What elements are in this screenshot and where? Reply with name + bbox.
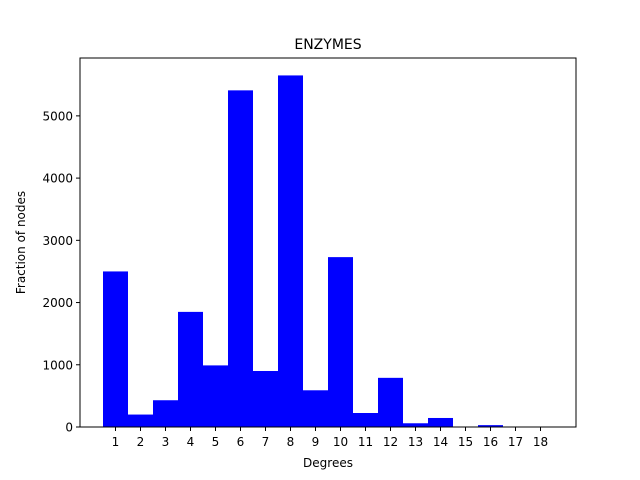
bar-6: [228, 90, 253, 427]
bar-2: [128, 414, 153, 427]
x-tick-label: 13: [408, 435, 423, 449]
bar-13: [403, 423, 428, 427]
chart-title: ENZYMES: [294, 37, 361, 53]
x-tick-label: 8: [287, 435, 295, 449]
x-tick-label: 12: [383, 435, 398, 449]
bar-11: [353, 412, 378, 427]
bar-14: [428, 417, 453, 427]
bar-5: [203, 365, 228, 427]
bar-8: [278, 75, 303, 427]
bar-10: [328, 257, 353, 427]
bars-group: [103, 75, 503, 427]
x-tick-label: 17: [508, 435, 523, 449]
y-tick-label: 1000: [42, 358, 73, 372]
y-tick-label: 5000: [42, 109, 73, 123]
bar-3: [153, 400, 178, 427]
x-tick-label: 3: [162, 435, 170, 449]
x-tick-label: 7: [262, 435, 270, 449]
y-axis-ticks: 0 1000 2000 3000 4000 5000: [42, 109, 80, 435]
y-tick-label: 4000: [42, 172, 73, 186]
x-tick-label: 9: [312, 435, 320, 449]
y-tick-label: 2000: [42, 296, 73, 310]
x-tick-label: 1: [112, 435, 120, 449]
x-tick-label: 6: [237, 435, 245, 449]
bar-4: [178, 311, 203, 427]
bar-7: [253, 370, 278, 427]
x-tick-label: 11: [358, 435, 373, 449]
x-axis-ticks: 1 2 3 4 5 6 7 8 9 10 11 12 13 14 15 16 17 18: [112, 427, 548, 449]
x-tick-label: 18: [533, 435, 548, 449]
x-tick-label: 14: [433, 435, 448, 449]
x-tick-label: 2: [137, 435, 145, 449]
x-axis-label: Degrees: [303, 456, 353, 470]
y-axis-label: Fraction of nodes: [14, 191, 28, 294]
x-tick-label: 15: [458, 435, 473, 449]
x-tick-label: 10: [333, 435, 348, 449]
bar-12: [378, 377, 403, 427]
y-tick-label: 3000: [42, 234, 73, 248]
bar-1: [103, 271, 128, 427]
plot-frame: [79, 57, 577, 428]
x-tick-label: 16: [483, 435, 498, 449]
y-tick-label: 0: [65, 421, 73, 435]
x-tick-label: 5: [212, 435, 220, 449]
x-tick-label: 4: [187, 435, 195, 449]
bar-9: [303, 390, 328, 427]
bar-16: [478, 425, 503, 427]
